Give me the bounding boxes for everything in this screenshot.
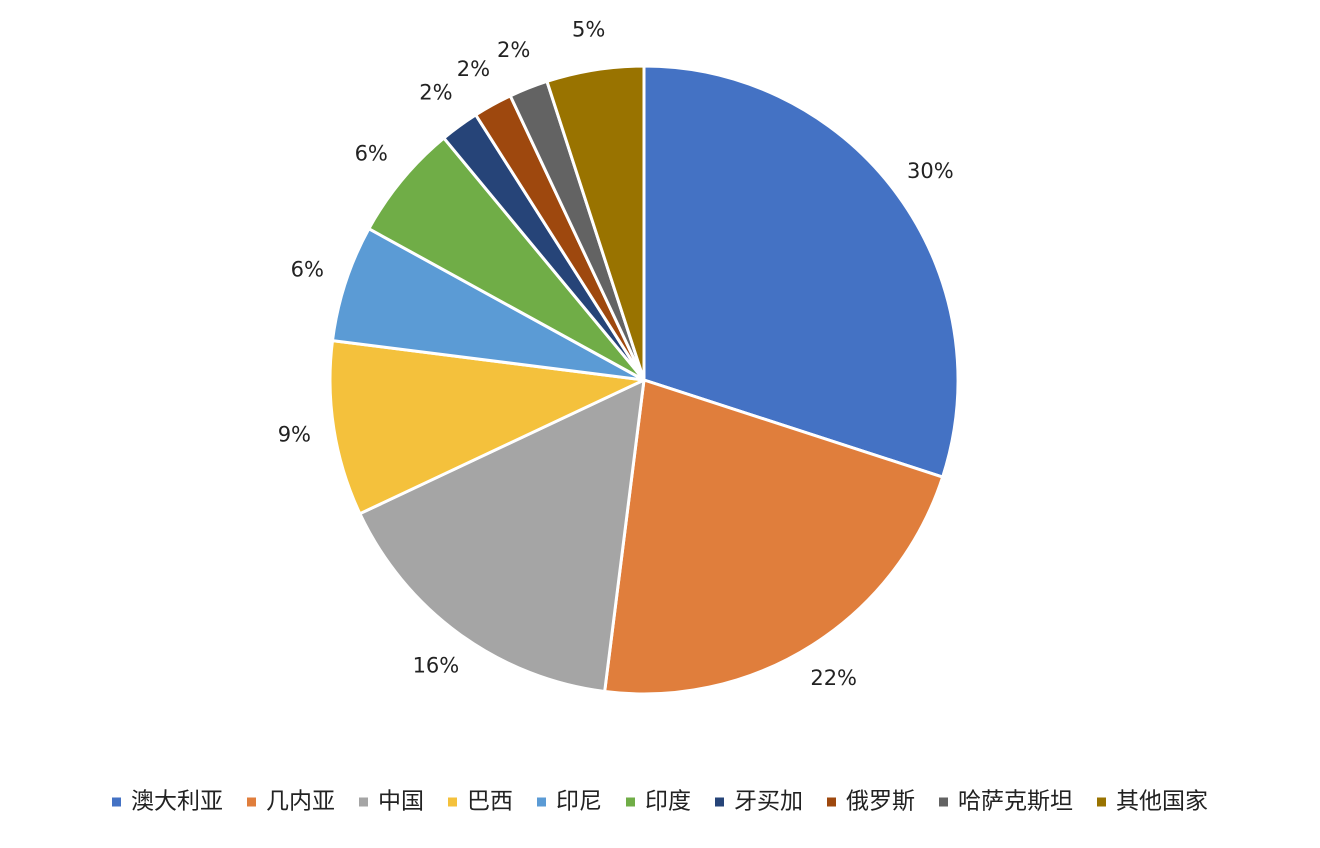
pie-slices: [328, 64, 960, 696]
legend-swatch-1: [247, 797, 256, 807]
legend-swatch-3: [448, 797, 457, 807]
legend-item-2: 中国: [359, 789, 424, 815]
legend-swatch-2: [359, 797, 368, 807]
legend-swatch-9: [1097, 797, 1106, 807]
legend-label-4: 印尼: [556, 789, 602, 815]
legend-label-2: 中国: [378, 789, 424, 815]
pie-data-label-5: 6%: [355, 141, 388, 165]
legend-label-9: 其他国家: [1116, 789, 1208, 815]
legend-label-6: 牙买加: [734, 789, 803, 815]
legend-label-7: 俄罗斯: [846, 789, 915, 815]
legend-label-3: 巴西: [467, 789, 513, 815]
legend-label-1: 几内亚: [266, 789, 335, 815]
pie-data-label-2: 16%: [413, 653, 460, 677]
pie-slice-2: [358, 378, 646, 694]
pie-slice-1: [603, 378, 945, 696]
legend-item-0: 澳大利亚: [112, 789, 223, 815]
pie-data-label-9: 5%: [572, 17, 605, 41]
pie-slice-9: [545, 64, 646, 382]
pie-slice-5: [367, 136, 646, 382]
legend-item-7: 俄罗斯: [827, 789, 915, 815]
pie-slice-0: [642, 64, 960, 479]
pie-data-label-8: 2%: [497, 38, 530, 62]
legend-swatch-0: [112, 797, 121, 807]
pie-slice-3: [328, 339, 646, 516]
pie-data-label-1: 22%: [810, 666, 857, 690]
pie-data-label-3: 9%: [278, 422, 311, 446]
legend-item-5: 印度: [626, 789, 691, 815]
legend-item-1: 几内亚: [247, 789, 335, 815]
pie-data-label-6: 2%: [419, 81, 452, 105]
legend-swatch-4: [537, 797, 546, 807]
legend-label-0: 澳大利亚: [131, 789, 223, 815]
legend-item-3: 巴西: [448, 789, 513, 815]
legend-swatch-6: [715, 797, 724, 807]
legend-swatch-8: [939, 797, 948, 807]
legend-item-9: 其他国家: [1097, 789, 1208, 815]
pie-data-label-0: 30%: [907, 159, 954, 183]
pie-data-label-4: 6%: [291, 258, 324, 282]
legend-item-8: 哈萨克斯坦: [939, 789, 1073, 815]
pie-slice-4: [330, 227, 646, 382]
chart-legend: 澳大利亚 几内亚 中国 巴西 印尼 印度 牙买加 俄罗斯 哈萨克斯坦 其他国家: [112, 789, 1208, 815]
legend-swatch-5: [626, 797, 635, 807]
pie-data-label-7: 2%: [457, 57, 490, 81]
pie-data-labels: 30%22%16%9%6%6%2%2%2%5%: [278, 17, 954, 690]
legend-item-6: 牙买加: [715, 789, 803, 815]
legend-item-4: 印尼: [537, 789, 602, 815]
legend-label-8: 哈萨克斯坦: [958, 789, 1073, 815]
legend-label-5: 印度: [645, 789, 691, 815]
legend-swatch-7: [827, 797, 836, 807]
